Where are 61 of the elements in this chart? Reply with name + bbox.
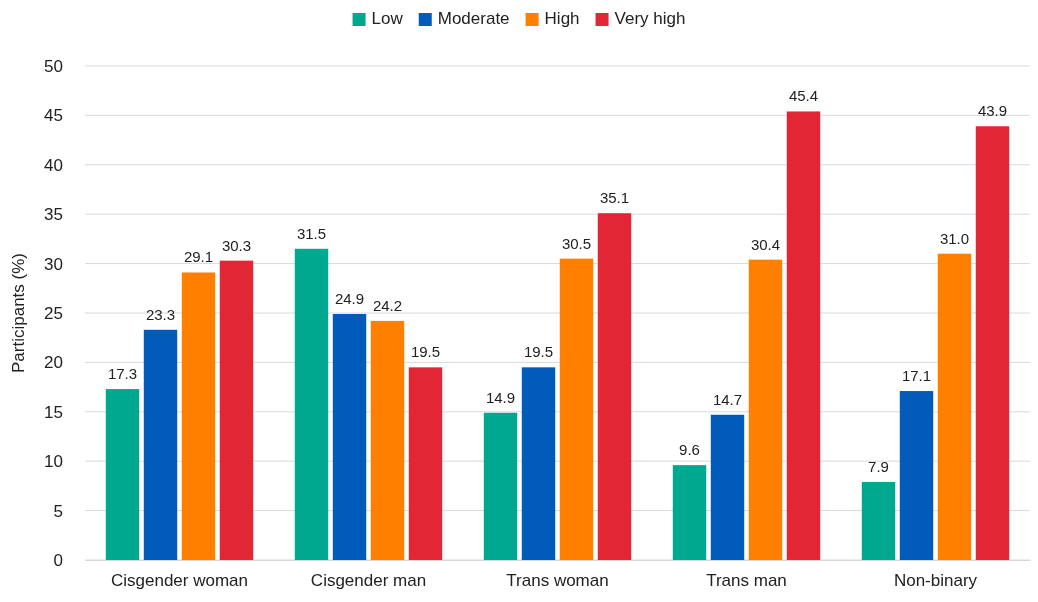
data-label: 45.4: [788, 87, 819, 105]
data-label: 31.0: [939, 229, 970, 247]
data-label: 7.9: [868, 457, 889, 475]
data-label: 24.9: [334, 289, 365, 307]
data-label: 9.6: [679, 441, 700, 459]
legend-label: Moderate: [437, 9, 510, 28]
data-label: 31.5: [296, 224, 327, 242]
bar: [219, 260, 254, 560]
x-tick-label: Trans woman: [506, 571, 609, 591]
y-tick-label: 10: [44, 452, 63, 472]
x-tick-label: Cisgender woman: [110, 571, 249, 591]
data-label: 43.9: [977, 102, 1008, 120]
data-label: 35.1: [599, 189, 630, 207]
bar: [975, 126, 1010, 560]
data-label: 23.3: [145, 305, 176, 323]
y-tick-label: 30: [44, 254, 63, 274]
legend-label: High: [544, 9, 580, 28]
y-tick-label: 40: [44, 155, 63, 175]
y-axis-title: Participants (%): [9, 253, 28, 373]
bar: [786, 111, 821, 560]
y-tick-label: 20: [44, 353, 63, 373]
legend-label: Very high: [614, 9, 686, 28]
legend-label: Low: [371, 9, 404, 28]
data-label: 30.3: [221, 236, 252, 254]
y-tick-label: 5: [53, 501, 63, 521]
x-tick-label: Trans man: [706, 571, 787, 591]
bar: [332, 313, 367, 560]
bar: [748, 259, 783, 560]
bar: [181, 272, 216, 560]
bar: [597, 213, 632, 560]
data-label: 14.7: [712, 390, 743, 408]
bar: [370, 320, 405, 560]
y-tick-label: 15: [44, 402, 63, 422]
y-tick-label: 25: [44, 303, 63, 323]
data-label: 30.4: [750, 235, 781, 253]
y-tick-label: 0: [53, 550, 63, 570]
data-label: 29.1: [183, 248, 214, 266]
bar: [710, 414, 745, 560]
y-tick-label: 50: [44, 56, 63, 76]
data-label: 19.5: [410, 343, 441, 361]
bar: [672, 465, 707, 560]
x-tick-label: Non-binary: [893, 571, 978, 591]
data-label: 14.9: [485, 388, 516, 406]
bar: [521, 367, 556, 560]
bar: [937, 253, 972, 560]
data-label: 17.3: [107, 365, 138, 383]
bar: [483, 412, 518, 560]
bar: [294, 248, 329, 560]
bar: [899, 391, 934, 560]
bar: [408, 367, 443, 560]
bar: [105, 389, 140, 560]
x-tick-label: Cisgender man: [310, 571, 427, 591]
y-tick-label: 45: [44, 106, 63, 126]
bar: [861, 481, 896, 560]
bar: [559, 258, 594, 560]
data-label: 30.5: [561, 234, 592, 252]
data-label: 24.2: [372, 296, 403, 314]
y-tick-label: 35: [44, 205, 63, 225]
data-label: 17.1: [901, 367, 932, 385]
bar: [143, 329, 178, 560]
data-label: 19.5: [523, 343, 554, 361]
